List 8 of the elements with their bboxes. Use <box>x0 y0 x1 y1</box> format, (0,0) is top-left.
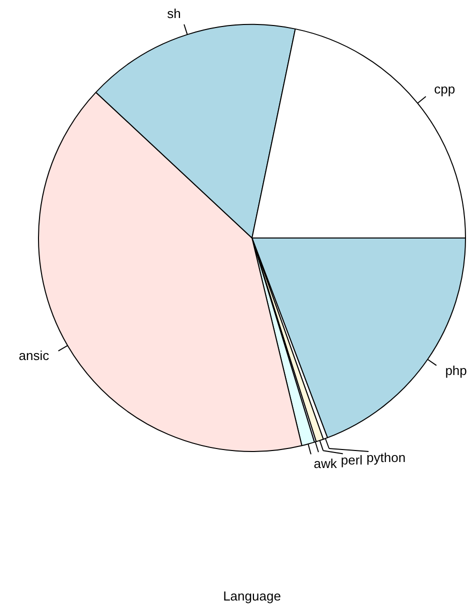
slice-label: ansic <box>18 348 50 363</box>
slice-label: python <box>366 450 406 466</box>
slice-label: php <box>445 363 467 378</box>
legend-label: awk <box>314 456 338 472</box>
slice-label: sh <box>167 6 181 21</box>
slice-label: perl <box>340 452 363 468</box>
text: Language <box>223 588 281 604</box>
slice-label: cpp <box>434 81 456 96</box>
